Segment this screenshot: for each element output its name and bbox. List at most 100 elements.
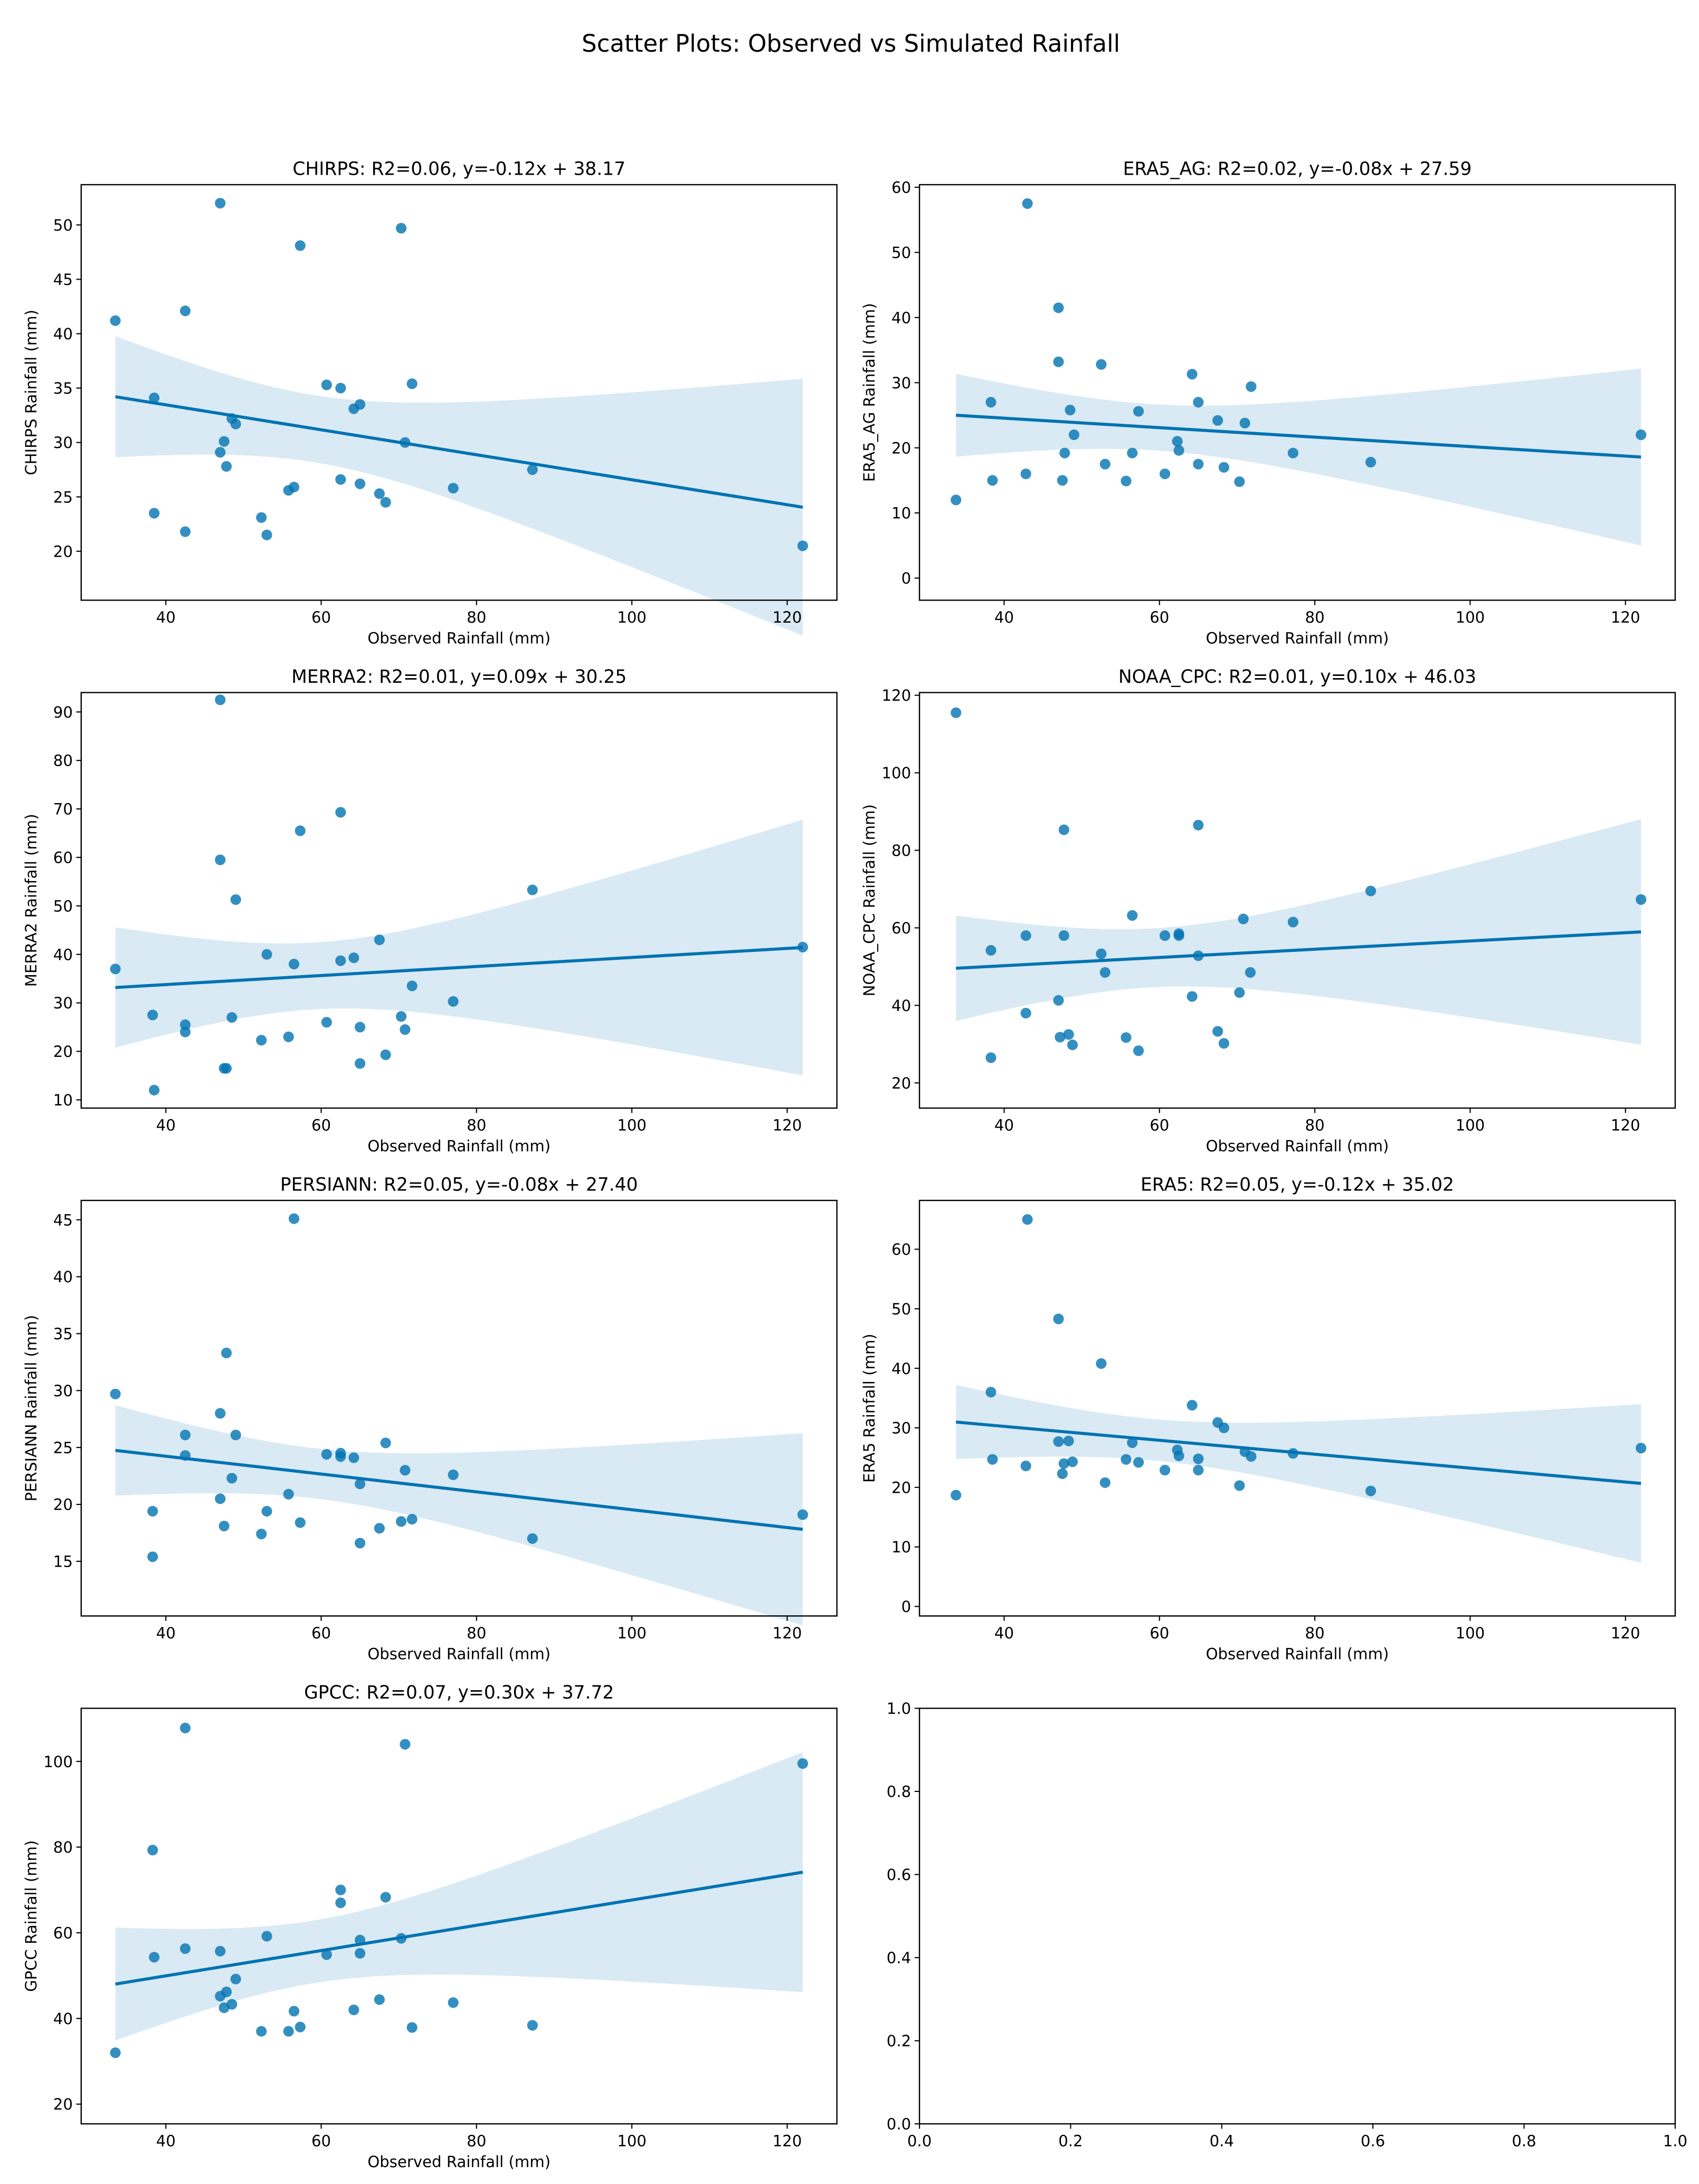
- y-tick-label: 100: [43, 1753, 73, 1771]
- x-tick-label: 80: [1305, 1624, 1325, 1642]
- data-point: [1365, 456, 1377, 468]
- x-tick-label: 80: [467, 1116, 486, 1134]
- data-point: [226, 1473, 238, 1484]
- y-tick-label: 50: [53, 897, 73, 915]
- y-tick-label: 20: [53, 2095, 73, 2113]
- data-point: [226, 1012, 238, 1023]
- data-point: [215, 447, 226, 458]
- y-tick-label: 40: [53, 325, 73, 343]
- data-point: [1063, 1029, 1074, 1040]
- data-point: [1053, 1436, 1064, 1447]
- data-point: [406, 1514, 417, 1525]
- data-point: [149, 1084, 160, 1096]
- data-point: [110, 964, 121, 975]
- data-point: [1234, 987, 1245, 998]
- data-point: [179, 1722, 191, 1733]
- subplot-title: ERA5: R2=0.05, y=-0.12x + 35.02: [1141, 1174, 1454, 1195]
- x-tick-label: 60: [311, 1116, 331, 1134]
- data-point: [1218, 1422, 1229, 1434]
- x-tick-label: 80: [1305, 1116, 1325, 1134]
- x-tick-label: 120: [1611, 1624, 1640, 1642]
- subplot: 40 60 80 100 120 10 20 30 40 50 60 70 80 90 MERRA2: R2…: [22, 666, 838, 1155]
- data-point: [321, 1017, 332, 1028]
- regression-line: [115, 1448, 803, 1531]
- data-point: [1246, 1451, 1257, 1462]
- data-point: [380, 497, 391, 508]
- regression-line: [955, 1420, 1641, 1485]
- data-point: [448, 1997, 459, 2008]
- data-point: [1187, 1400, 1198, 1411]
- y-tick-label: 40: [891, 1360, 911, 1378]
- data-point: [215, 854, 226, 865]
- data-point: [288, 1213, 300, 1224]
- y-tick-label: 80: [53, 1838, 73, 1856]
- y-tick-label: 15: [53, 1553, 73, 1571]
- data-point: [335, 955, 346, 966]
- data-point: [374, 488, 385, 499]
- y-tick-label: 0.8: [887, 1783, 911, 1801]
- y-tick-label: 0: [901, 569, 912, 587]
- data-point: [230, 418, 241, 430]
- y-tick-label: 60: [891, 1241, 911, 1258]
- data-point: [396, 1011, 407, 1022]
- data-point: [1053, 1313, 1064, 1324]
- data-point: [1067, 1456, 1078, 1467]
- data-point: [1193, 819, 1204, 831]
- data-point: [1053, 995, 1064, 1006]
- data-point: [374, 934, 385, 946]
- data-point: [288, 482, 300, 493]
- y-tick-label: 60: [53, 1924, 73, 1942]
- data-point: [448, 996, 459, 1007]
- data-point: [215, 1408, 226, 1419]
- x-tick-label: 100: [617, 2132, 647, 2150]
- data-point: [448, 1469, 459, 1481]
- x-axis-label: Observed Rainfall (mm): [367, 630, 550, 647]
- x-tick-label: 40: [994, 608, 1014, 626]
- data-point: [321, 1949, 332, 1960]
- y-axis-label: NOAA_CPC Rainfall (mm): [860, 804, 878, 996]
- data-point: [1193, 1464, 1204, 1476]
- data-point: [261, 1931, 272, 1942]
- data-point: [951, 707, 962, 718]
- data-point: [1238, 913, 1249, 924]
- data-point: [1058, 930, 1069, 941]
- subplot-title: CHIRPS: R2=0.06, y=-0.12x + 38.17: [292, 158, 625, 179]
- x-tick-label: 100: [617, 608, 647, 626]
- y-tick-label: 40: [53, 946, 73, 964]
- x-axis-label: Observed Rainfall (mm): [1206, 1137, 1389, 1155]
- data-point: [1212, 415, 1223, 426]
- data-point: [1234, 1480, 1245, 1491]
- data-point: [355, 1058, 366, 1069]
- y-tick-label: 25: [53, 488, 73, 506]
- data-point: [1057, 1468, 1068, 1479]
- data-point: [1133, 406, 1144, 417]
- confidence-band: [956, 1385, 1641, 1563]
- y-tick-label: 1.0: [887, 1700, 911, 1718]
- data-point: [179, 1019, 191, 1031]
- x-tick-label: 100: [617, 1116, 647, 1134]
- data-point: [1160, 1464, 1171, 1476]
- regression-line: [956, 930, 1641, 970]
- data-point: [221, 1063, 232, 1074]
- data-point: [374, 1994, 385, 2005]
- x-tick-label: 0.2: [1058, 2132, 1083, 2150]
- y-tick-label: 0.2: [887, 2032, 911, 2050]
- data-point: [1287, 447, 1298, 459]
- data-point: [147, 1505, 158, 1517]
- data-point: [147, 1845, 158, 1856]
- y-tick-label: 20: [53, 1043, 73, 1061]
- y-axis-label: CHIRPS Rainfall (mm): [22, 310, 40, 475]
- data-point: [283, 1489, 294, 1500]
- subplot-title: ERA5_AG: R2=0.02, y=-0.08x + 27.59: [1123, 158, 1472, 179]
- subplot: 40 60 80 100 120 20 40 60 80 100 120 NOAA_CPC: R2=0…: [860, 666, 1676, 1155]
- data-point: [951, 1490, 962, 1501]
- data-point: [985, 945, 996, 956]
- data-point: [1218, 1038, 1229, 1049]
- data-point: [355, 1538, 366, 1549]
- confidence-band: [956, 368, 1641, 546]
- data-point: [321, 1449, 332, 1460]
- y-tick-label: 0: [901, 1598, 912, 1616]
- data-point: [179, 526, 191, 537]
- data-point: [527, 2020, 538, 2031]
- data-point: [1245, 967, 1256, 978]
